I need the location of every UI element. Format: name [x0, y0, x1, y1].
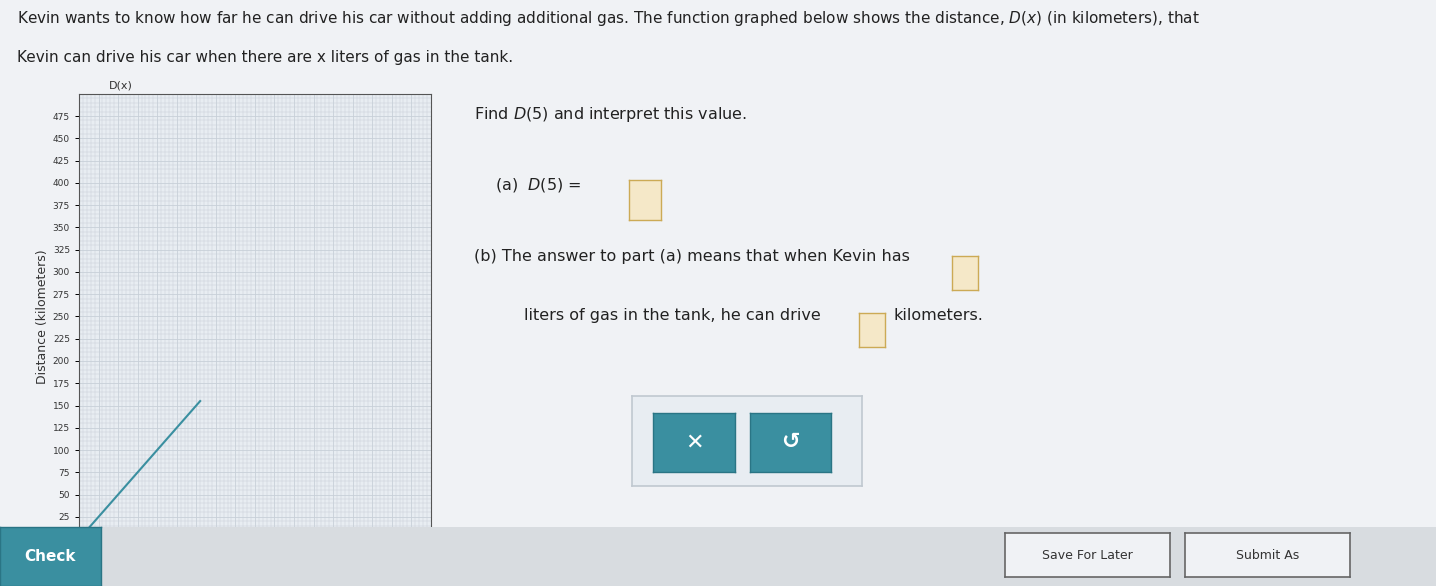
Text: liters of gas in the tank, he can drive: liters of gas in the tank, he can drive [524, 308, 821, 323]
Y-axis label: Distance (kilometers): Distance (kilometers) [36, 249, 49, 384]
Text: kilometers.: kilometers. [893, 308, 984, 323]
Text: (b) The answer to part (a) means that when Kevin has: (b) The answer to part (a) means that wh… [474, 249, 910, 264]
Text: ↺: ↺ [781, 432, 800, 452]
Text: Kevin wants to know how far he can drive his car without adding additional gas. : Kevin wants to know how far he can drive… [17, 9, 1200, 28]
Text: (a)  $D\left(5\right)$ =: (a) $D\left(5\right)$ = [495, 176, 582, 194]
Text: Check: Check [24, 549, 76, 564]
Text: Submit As: Submit As [1235, 548, 1300, 562]
Text: Save For Later: Save For Later [1043, 548, 1133, 562]
Text: Find $D\left(5\right)$ and interpret this value.: Find $D\left(5\right)$ and interpret thi… [474, 105, 747, 124]
Text: ✕: ✕ [685, 432, 704, 452]
Text: D(x): D(x) [109, 80, 132, 90]
Text: Kevin can drive his car when there are x liters of gas in the tank.: Kevin can drive his car when there are x… [17, 50, 513, 65]
